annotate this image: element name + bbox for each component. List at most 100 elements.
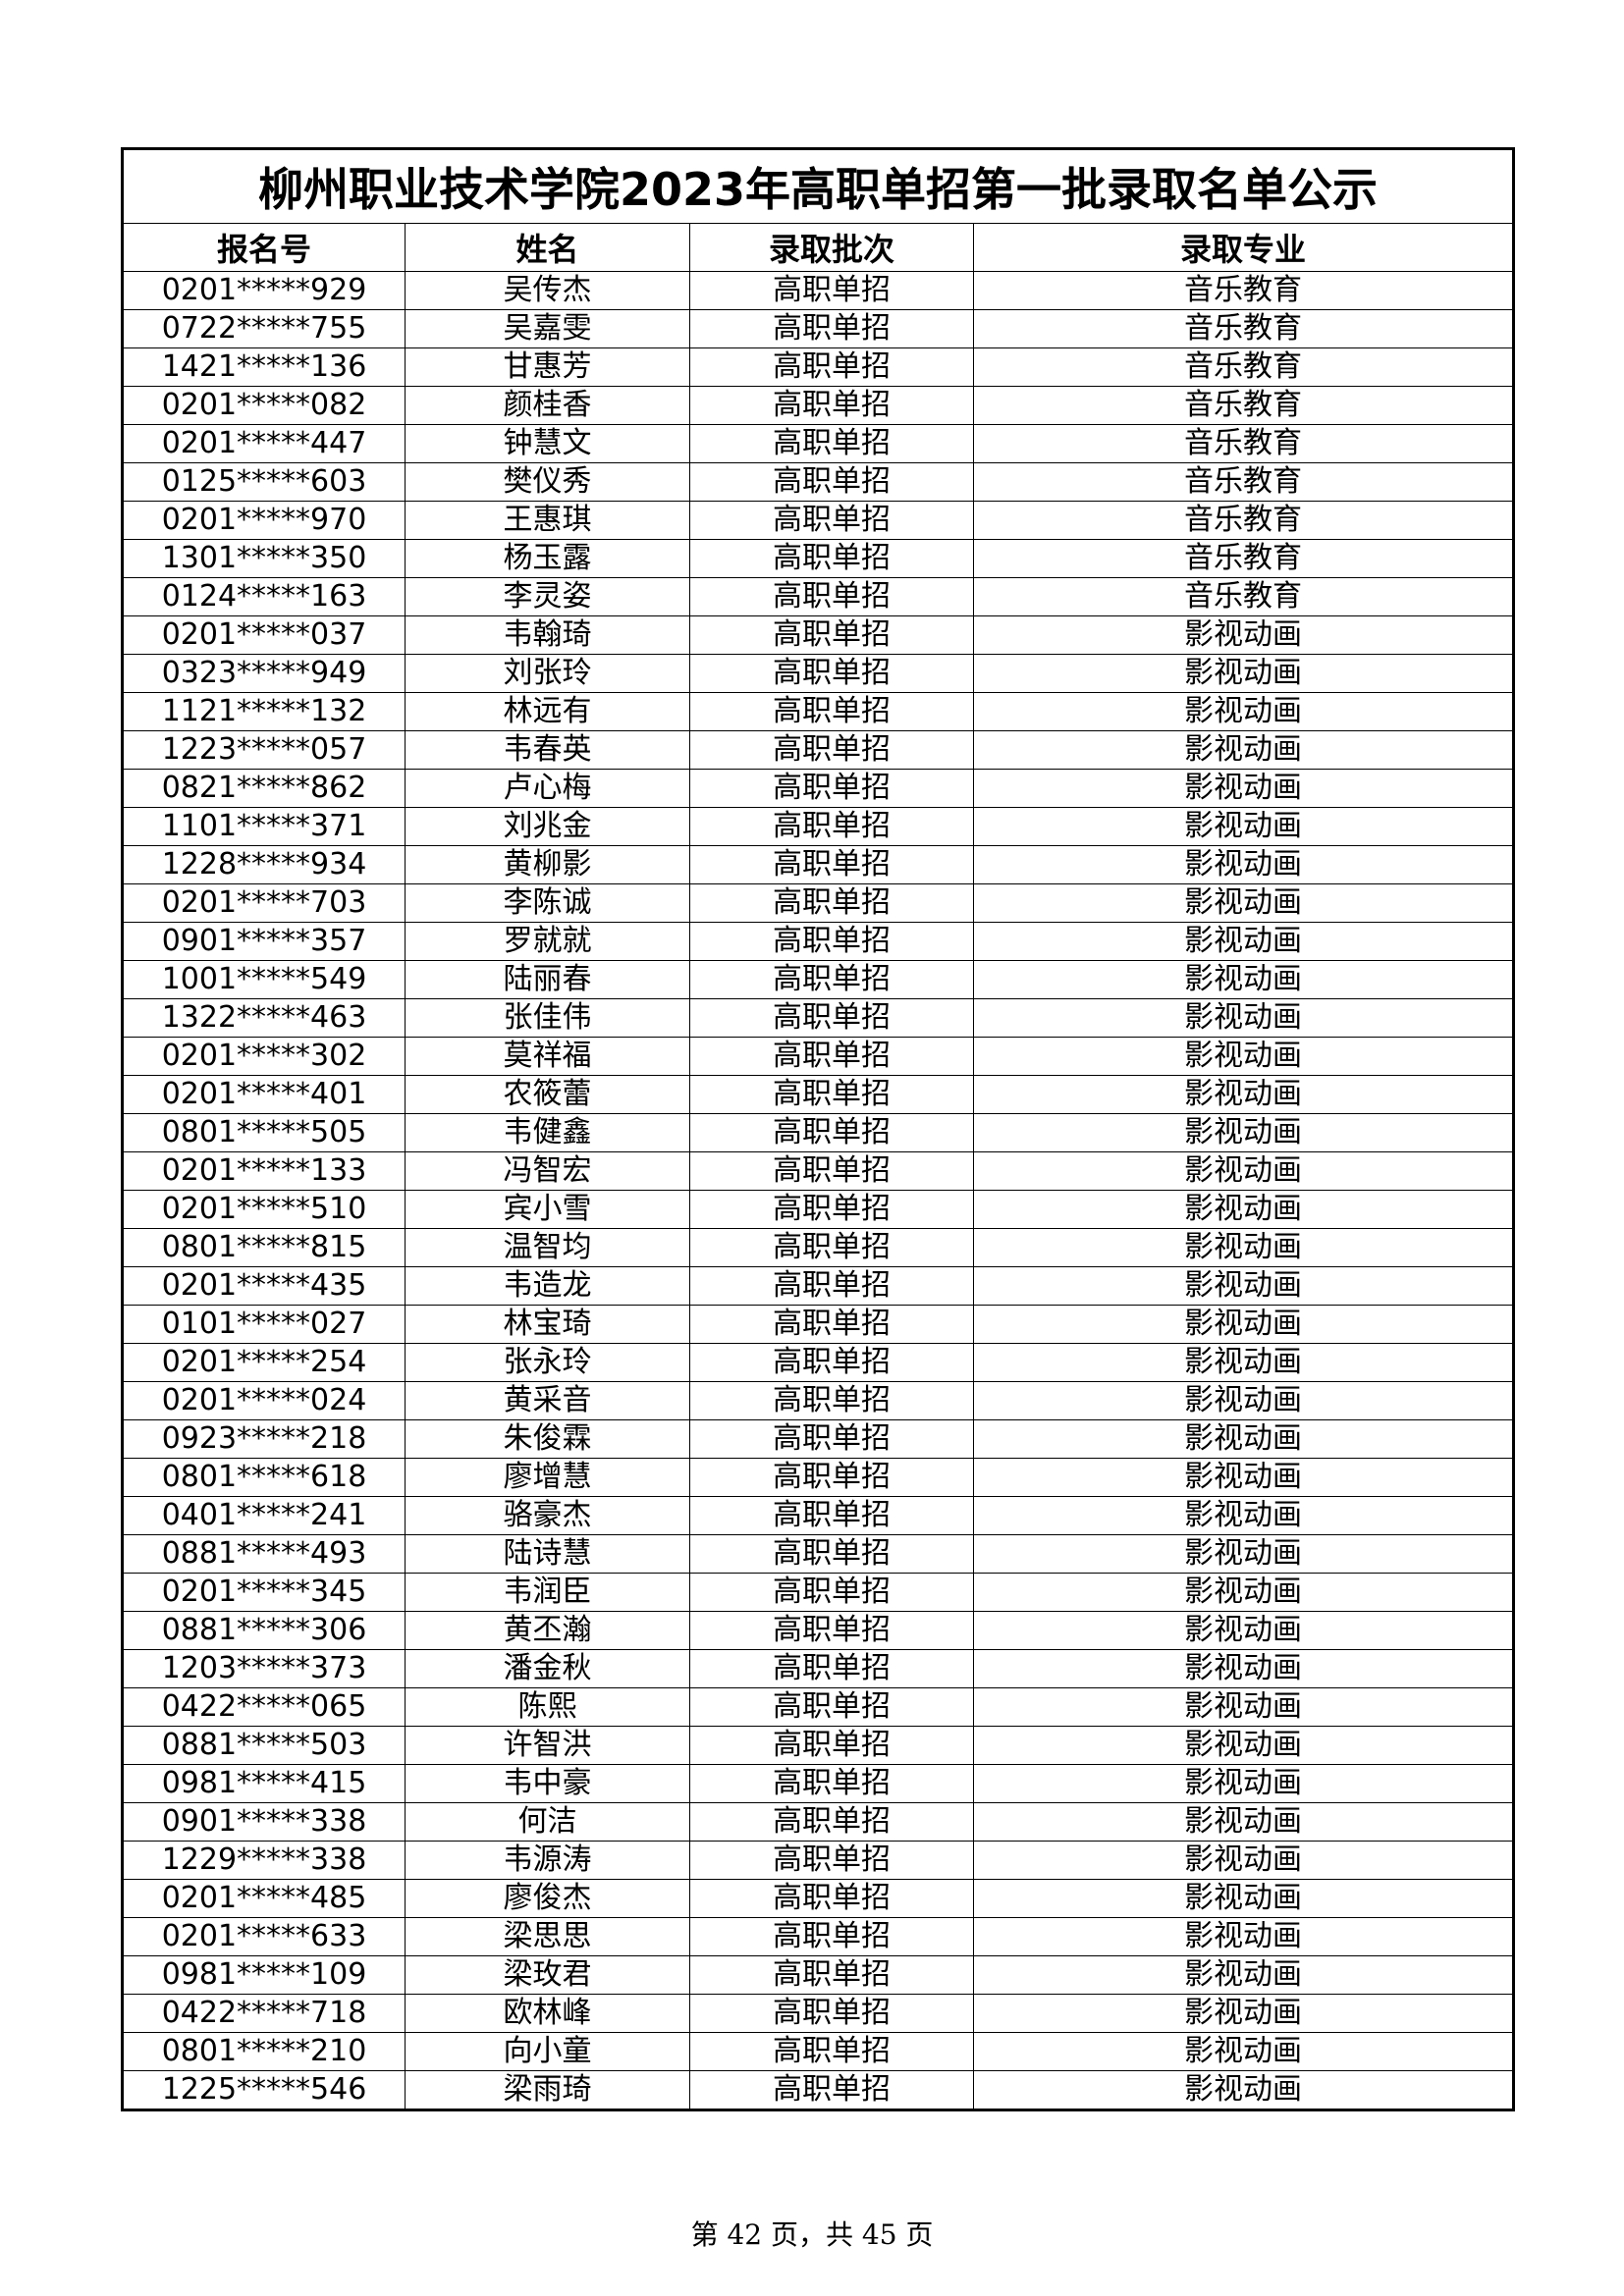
table-row: 0201*****082 颜桂香 高职单招 音乐教育	[122, 386, 1515, 425]
table-row: 1229*****338 韦源涛 高职单招 影视动画	[122, 1841, 1515, 1880]
table-cell: 许智洪	[405, 1726, 690, 1765]
table-cell: 0201*****485	[122, 1879, 406, 1918]
table-row: 0323*****949 刘张玲 高职单招 影视动画	[122, 654, 1515, 693]
table-cell: 高职单招	[689, 845, 974, 884]
table-cell: 高职单招	[689, 1649, 974, 1688]
table-row: 0201*****133 冯智宏 高职单招 影视动画	[122, 1151, 1515, 1191]
table-cell: 李灵姿	[405, 577, 690, 616]
table-cell: 0101*****027	[122, 1305, 406, 1344]
table-cell: 0981*****109	[122, 1955, 406, 1995]
table-row: 0801*****618 廖增慧 高职单招 影视动画	[122, 1458, 1515, 1497]
table-cell: 高职单招	[689, 1917, 974, 1956]
table-cell: 音乐教育	[972, 347, 1515, 387]
table-body: 0201*****929 吴传杰 高职单招 音乐教育 0722*****755 吴嘉雯 高职…	[122, 271, 1515, 2110]
table-cell: 宾小雪	[405, 1190, 690, 1229]
table-row: 0201*****302 莫祥福 高职单招 影视动画	[122, 1037, 1515, 1076]
table-cell: 0201*****254	[122, 1343, 406, 1382]
table-row: 0201*****633 梁思思 高职单招 影视动画	[122, 1917, 1515, 1956]
table-cell: 高职单招	[689, 2032, 974, 2071]
table-cell: 陆诗慧	[405, 1534, 690, 1574]
table-cell: 韦中豪	[405, 1764, 690, 1803]
table-cell: 高职单招	[689, 692, 974, 731]
table-cell: 0201*****037	[122, 615, 406, 655]
table-cell: 1203*****373	[122, 1649, 406, 1688]
table-cell: 刘兆金	[405, 807, 690, 846]
table-row: 1421*****136 甘惠芳 高职单招 音乐教育	[122, 347, 1515, 387]
table-cell: 影视动画	[972, 1419, 1515, 1459]
header-cell: 报名号	[122, 223, 406, 272]
table-cell: 何洁	[405, 1802, 690, 1842]
table-cell: 影视动画	[972, 2032, 1515, 2071]
table-cell: 高职单招	[689, 1994, 974, 2033]
table-cell: 欧林峰	[405, 1994, 690, 2033]
table-cell: 韦造龙	[405, 1266, 690, 1306]
table-cell: 音乐教育	[972, 462, 1515, 502]
table-cell: 高职单招	[689, 1151, 974, 1191]
table-cell: 陈熙	[405, 1687, 690, 1727]
table-row: 0923*****218 朱俊霖 高职单招 影视动画	[122, 1419, 1515, 1459]
table-cell: 高职单招	[689, 1037, 974, 1076]
table-cell: 影视动画	[972, 1343, 1515, 1382]
header-cell: 录取批次	[689, 223, 974, 272]
table-cell: 0401*****241	[122, 1496, 406, 1535]
table-row: 1001*****549 陆丽春 高职单招 影视动画	[122, 960, 1515, 999]
table-cell: 0201*****302	[122, 1037, 406, 1076]
table-cell: 张佳伟	[405, 998, 690, 1038]
table-cell: 廖增慧	[405, 1458, 690, 1497]
table-cell: 影视动画	[972, 1802, 1515, 1842]
table-cell: 音乐教育	[972, 271, 1515, 310]
table-cell: 1223*****057	[122, 730, 406, 770]
table-cell: 1421*****136	[122, 347, 406, 387]
table-cell: 影视动画	[972, 883, 1515, 923]
table-cell: 0881*****306	[122, 1611, 406, 1650]
table-row: 0722*****755 吴嘉雯 高职单招 音乐教育	[122, 309, 1515, 348]
table-cell: 影视动画	[972, 807, 1515, 846]
table-cell: 高职单招	[689, 577, 974, 616]
table-cell: 高职单招	[689, 424, 974, 463]
table-cell: 朱俊霖	[405, 1419, 690, 1459]
table-cell: 张永玲	[405, 1343, 690, 1382]
table-row: 0901*****357 罗就就 高职单招 影视动画	[122, 922, 1515, 961]
table-cell: 音乐教育	[972, 577, 1515, 616]
table-row: 0821*****862 卢心梅 高职单招 影视动画	[122, 769, 1515, 808]
table-cell: 影视动画	[972, 1496, 1515, 1535]
table-cell: 吴传杰	[405, 271, 690, 310]
table-row: 1121*****132 林远有 高职单招 影视动画	[122, 692, 1515, 731]
table-cell: 0901*****338	[122, 1802, 406, 1842]
table-cell: 向小童	[405, 2032, 690, 2071]
table-cell: 韦源涛	[405, 1841, 690, 1880]
table-cell: 高职单招	[689, 501, 974, 540]
table-cell: 黄丕瀚	[405, 1611, 690, 1650]
table-cell: 影视动画	[972, 1726, 1515, 1765]
table-row: 0881*****493 陆诗慧 高职单招 影视动画	[122, 1534, 1515, 1574]
table-cell: 0201*****345	[122, 1573, 406, 1612]
table-cell: 高职单招	[689, 769, 974, 808]
table-cell: 高职单招	[689, 1305, 974, 1344]
table-cell: 音乐教育	[972, 539, 1515, 578]
table-cell: 韦润臣	[405, 1573, 690, 1612]
table-row: 0801*****210 向小童 高职单招 影视动画	[122, 2032, 1515, 2071]
table-cell: 0201*****510	[122, 1190, 406, 1229]
table-cell: 0201*****447	[122, 424, 406, 463]
table-cell: 影视动画	[972, 1879, 1515, 1918]
table-cell: 0201*****970	[122, 501, 406, 540]
table-cell: 李陈诚	[405, 883, 690, 923]
table-cell: 陆丽春	[405, 960, 690, 999]
table-cell: 0881*****493	[122, 1534, 406, 1574]
table-cell: 高职单招	[689, 922, 974, 961]
table-row: 0201*****510 宾小雪 高职单招 影视动画	[122, 1190, 1515, 1229]
table-cell: 杨玉露	[405, 539, 690, 578]
table-cell: 高职单招	[689, 1458, 974, 1497]
admission-table: 柳州职业技术学院2023年高职单招第一批录取名单公示 报名号 姓名 录取批次 录取专业…	[121, 147, 1516, 2111]
table-cell: 影视动画	[972, 1381, 1515, 1420]
table-cell: 影视动画	[972, 2070, 1515, 2110]
table-cell: 廖俊杰	[405, 1879, 690, 1918]
table-row: 1223*****057 韦春英 高职单招 影视动画	[122, 730, 1515, 770]
table-cell: 韦翰琦	[405, 615, 690, 655]
table-cell: 农筱蕾	[405, 1075, 690, 1114]
table-cell: 高职单招	[689, 1841, 974, 1880]
table-cell: 高职单招	[689, 539, 974, 578]
table-cell: 林宝琦	[405, 1305, 690, 1344]
table-row: 1322*****463 张佳伟 高职单招 影视动画	[122, 998, 1515, 1038]
table-cell: 高职单招	[689, 1228, 974, 1267]
